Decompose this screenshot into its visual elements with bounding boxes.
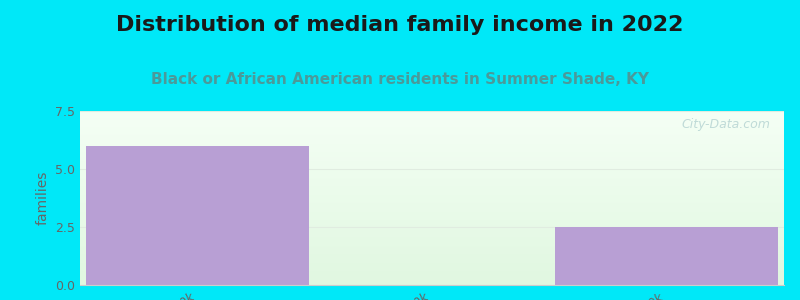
- Text: City-Data.com: City-Data.com: [681, 118, 770, 131]
- Text: Black or African American residents in Summer Shade, KY: Black or African American residents in S…: [151, 72, 649, 87]
- Text: Distribution of median family income in 2022: Distribution of median family income in …: [116, 15, 684, 35]
- Bar: [555, 227, 778, 285]
- Bar: [86, 146, 309, 285]
- Y-axis label: families: families: [35, 171, 50, 225]
